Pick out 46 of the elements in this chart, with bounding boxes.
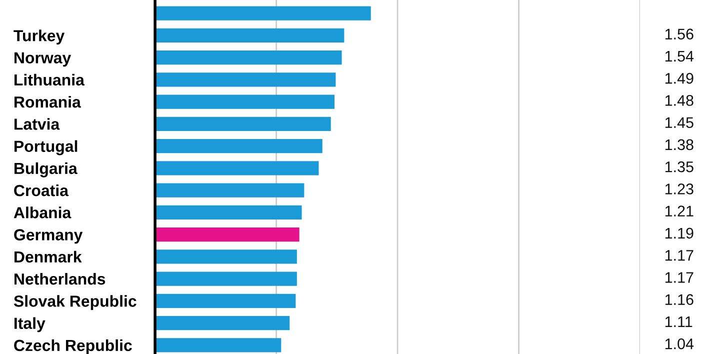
data-label: 1.21	[665, 206, 694, 216]
y-tick-label: Latvia	[14, 118, 60, 130]
data-label: 1.49	[665, 72, 694, 84]
data-label: 1.11	[665, 316, 692, 327]
data-label: 1.17	[665, 272, 694, 283]
bar	[155, 316, 290, 330]
y-tick-label: Norway	[14, 52, 72, 67]
data-label: 1.16	[665, 294, 694, 305]
y-tick-label: Slovak Republic	[14, 295, 136, 310]
y-tick-label: Lithuania	[14, 74, 85, 86]
y-tick-label: Germany	[14, 229, 83, 244]
data-label: 1.23	[665, 184, 694, 194]
y-tick-label: Czech Republic	[14, 339, 132, 354]
y-tick-label: Bulgaria	[14, 162, 78, 178]
bar	[155, 272, 297, 286]
data-label: 1.17	[665, 250, 694, 261]
bar	[155, 227, 300, 242]
y-tick-label: Italy	[14, 317, 46, 332]
bar	[155, 94, 334, 109]
bar	[155, 250, 297, 264]
bar	[155, 72, 336, 87]
y-tick-label: Netherlands	[14, 272, 106, 285]
bar	[155, 338, 282, 352]
data-label: 1.04	[665, 338, 694, 350]
y-tick-label: Albania	[14, 206, 72, 218]
data-label: 1.54	[665, 50, 694, 62]
y-tick-label: Romania	[14, 96, 82, 108]
bar	[155, 161, 319, 176]
y-tick-label: Portugal	[14, 140, 78, 156]
bar	[155, 6, 371, 20]
bar	[155, 116, 331, 131]
y-tick-label: Denmark	[14, 250, 82, 263]
bar	[155, 294, 296, 308]
bar	[155, 50, 342, 65]
data-label: 1.56	[665, 28, 694, 40]
data-label: 1.35	[665, 161, 694, 172]
bar	[155, 28, 344, 42]
y-tick-label: Croatia	[14, 184, 69, 196]
bar	[155, 205, 302, 220]
data-label: 1.38	[665, 139, 694, 150]
data-label: 1.48	[665, 95, 694, 106]
bar	[155, 183, 304, 198]
y-tick-label: Turkey	[14, 30, 65, 44]
bar	[155, 138, 322, 154]
data-label: 1.45	[665, 117, 694, 128]
data-label: 1.19	[665, 228, 694, 239]
